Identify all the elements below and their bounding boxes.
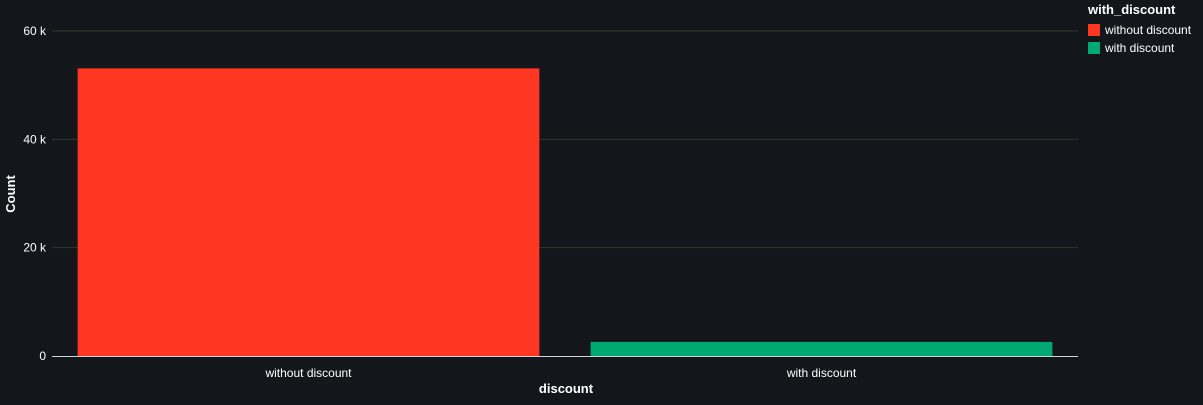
bars — [77, 68, 1053, 356]
legend-item-with-discount[interactable]: with discount — [1088, 39, 1200, 57]
legend-title: with_discount — [1088, 2, 1176, 17]
y-tick-label: 60 k — [23, 24, 47, 38]
legend-swatch-with-discount — [1088, 42, 1100, 54]
x-axis-title: discount — [539, 381, 594, 396]
legend: with_discount without discount with disc… — [1088, 2, 1200, 57]
x-tick-labels: without discount with discount — [264, 366, 856, 380]
y-axis-title: Count — [3, 175, 18, 213]
legend-label-without-discount: without discount — [1105, 23, 1192, 37]
x-tick-label: with discount — [786, 366, 857, 380]
legend-item-without-discount[interactable]: without discount — [1088, 21, 1200, 39]
bar-without-discount[interactable] — [77, 68, 540, 356]
y-tick-labels: 0 20 k 40 k 60 k — [23, 24, 47, 363]
x-tick-label: without discount — [264, 366, 352, 380]
legend-label-with-discount: with discount — [1105, 41, 1175, 55]
y-tick-label: 0 — [39, 349, 46, 363]
y-tick-label: 40 k — [23, 132, 47, 146]
legend-swatch-without-discount — [1088, 24, 1100, 36]
bar-with-discount[interactable] — [590, 341, 1053, 356]
y-tick-label: 20 k — [23, 241, 47, 255]
